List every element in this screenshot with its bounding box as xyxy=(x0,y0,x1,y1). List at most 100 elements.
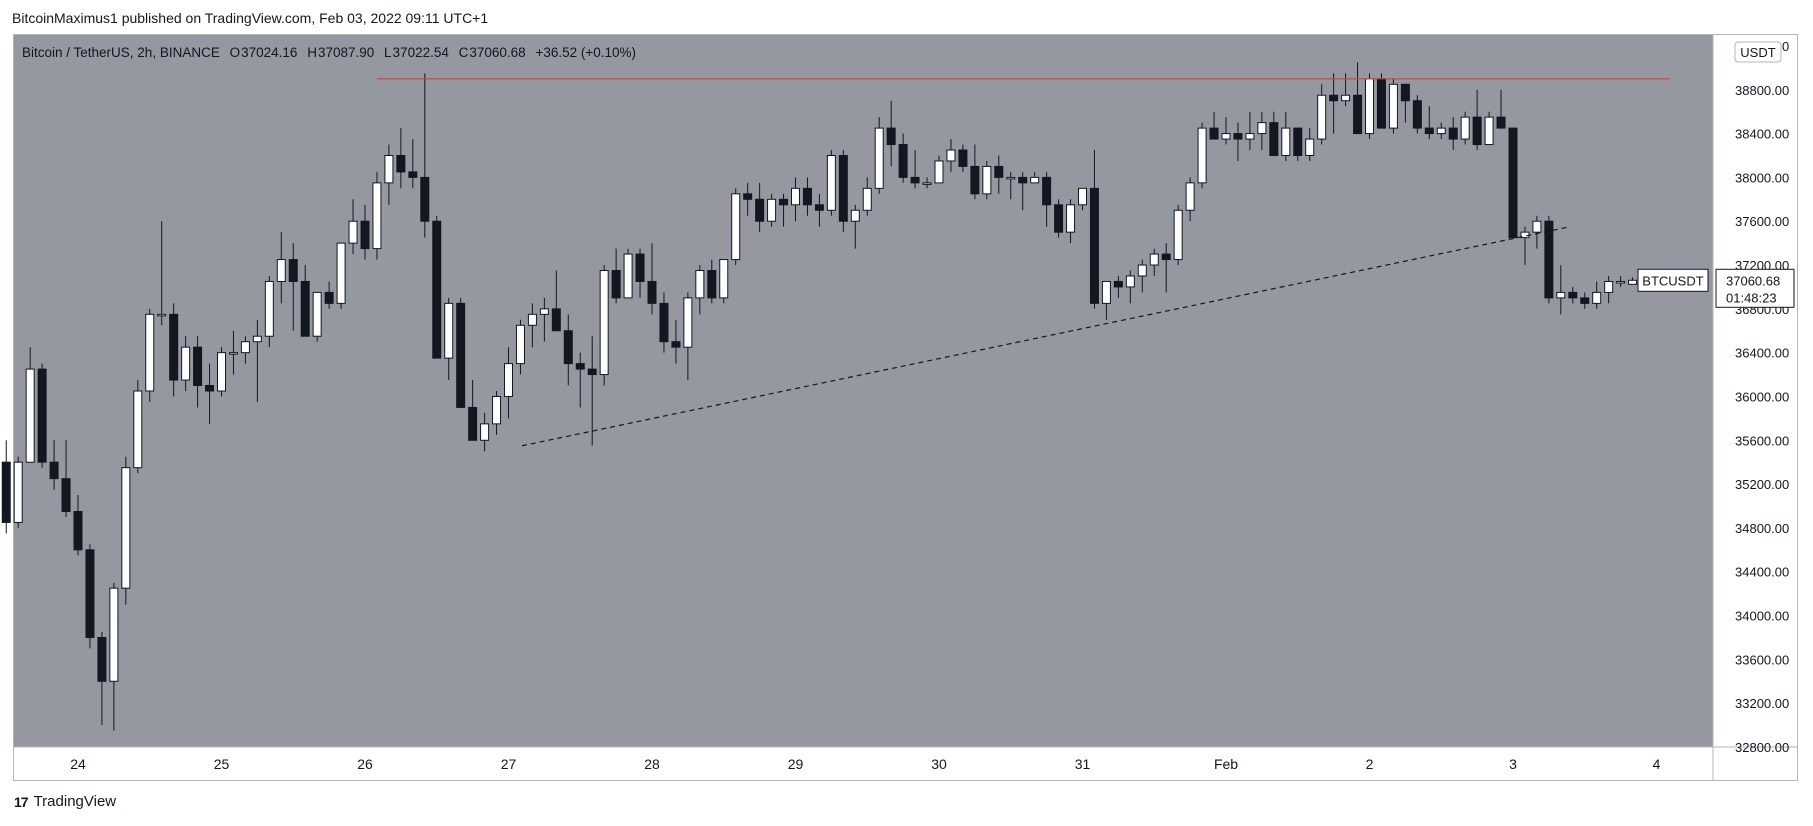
candle[interactable] xyxy=(109,582,119,731)
candle[interactable] xyxy=(826,150,836,216)
candle[interactable] xyxy=(791,177,800,222)
candle[interactable] xyxy=(850,204,860,249)
candle[interactable] xyxy=(49,440,59,490)
candle[interactable] xyxy=(946,139,956,172)
candle[interactable] xyxy=(1388,78,1398,134)
candle[interactable] xyxy=(1161,243,1171,293)
candle[interactable] xyxy=(456,297,466,408)
candle[interactable] xyxy=(659,292,669,353)
candle[interactable] xyxy=(1066,199,1076,244)
price-axis[interactable]: 39200.0038800.0038400.0038000.0037600.00… xyxy=(1735,39,1789,755)
candle[interactable] xyxy=(707,259,717,304)
candle[interactable] xyxy=(1054,199,1064,238)
candle[interactable] xyxy=(1257,111,1267,151)
candle[interactable] xyxy=(1472,89,1482,151)
candle[interactable] xyxy=(515,319,525,375)
candle[interactable] xyxy=(157,221,167,326)
candle[interactable] xyxy=(504,347,513,419)
candle[interactable] xyxy=(1101,280,1111,320)
candle[interactable] xyxy=(1209,111,1219,140)
candle[interactable] xyxy=(910,150,920,189)
candle[interactable] xyxy=(360,204,370,260)
candle[interactable] xyxy=(1197,122,1207,189)
candle[interactable] xyxy=(779,193,789,227)
candle[interactable] xyxy=(37,363,47,468)
candle[interactable] xyxy=(719,259,729,304)
candle[interactable] xyxy=(1018,171,1028,211)
candle[interactable] xyxy=(1568,286,1578,304)
candle[interactable] xyxy=(695,265,705,315)
candle[interactable] xyxy=(1436,122,1446,140)
candle[interactable] xyxy=(1460,111,1470,145)
candle[interactable] xyxy=(874,117,884,194)
candle[interactable] xyxy=(898,133,908,183)
candle[interactable] xyxy=(527,303,537,348)
candle[interactable] xyxy=(599,265,609,386)
candle[interactable] xyxy=(1245,111,1255,151)
candle[interactable] xyxy=(1544,215,1554,304)
candle[interactable] xyxy=(432,215,442,359)
candle[interactable] xyxy=(384,144,394,205)
candle[interactable] xyxy=(1269,111,1279,156)
candle[interactable] xyxy=(767,193,777,227)
candle[interactable] xyxy=(1113,275,1123,298)
candle[interactable] xyxy=(1125,270,1135,304)
legend-symbol[interactable]: Bitcoin / TetherUS, 2h, BINANCE xyxy=(22,45,220,60)
candle[interactable] xyxy=(1293,127,1303,161)
candle[interactable] xyxy=(312,291,322,342)
candle[interactable] xyxy=(1532,215,1542,249)
candle[interactable] xyxy=(1496,89,1506,129)
candle[interactable] xyxy=(743,182,753,216)
candle[interactable] xyxy=(1317,84,1327,145)
candle[interactable] xyxy=(264,275,274,348)
candle[interactable] xyxy=(982,160,992,200)
candle[interactable] xyxy=(970,144,980,200)
candle[interactable] xyxy=(1233,122,1243,161)
candle[interactable] xyxy=(1556,265,1566,315)
candle[interactable] xyxy=(420,73,430,238)
candle[interactable] xyxy=(1365,73,1374,140)
candle[interactable] xyxy=(492,391,502,435)
candle[interactable] xyxy=(611,248,621,304)
candle[interactable] xyxy=(587,336,597,446)
candle[interactable] xyxy=(1185,177,1195,222)
candle[interactable] xyxy=(862,177,872,216)
candle[interactable] xyxy=(1149,248,1159,276)
candle[interactable] xyxy=(1628,277,1638,285)
candle[interactable] xyxy=(396,128,406,189)
time-axis[interactable]: 24 25 26 27 28 29 30 31 Feb 2 3 4 xyxy=(70,756,1660,772)
candle[interactable] xyxy=(444,297,454,381)
candle[interactable] xyxy=(73,495,83,556)
candle[interactable] xyxy=(97,631,107,726)
candle[interactable] xyxy=(348,199,358,255)
candle[interactable] xyxy=(468,380,478,441)
candle[interactable] xyxy=(181,336,191,391)
candle[interactable] xyxy=(169,303,179,397)
candle[interactable] xyxy=(85,544,95,649)
candle[interactable] xyxy=(1137,259,1147,293)
candle[interactable] xyxy=(1580,292,1590,309)
candle[interactable] xyxy=(1042,171,1052,227)
candle[interactable] xyxy=(563,314,573,386)
candle[interactable] xyxy=(575,352,585,408)
candle[interactable] xyxy=(1448,117,1458,151)
candle[interactable] xyxy=(994,155,1004,194)
candle[interactable] xyxy=(205,363,215,424)
candle[interactable] xyxy=(1508,127,1518,239)
candle[interactable] xyxy=(1281,111,1291,161)
candle[interactable] xyxy=(1604,275,1614,304)
candle[interactable] xyxy=(276,232,286,304)
candle[interactable] xyxy=(1,440,11,534)
candle[interactable] xyxy=(336,242,346,309)
ascending-support-line[interactable] xyxy=(521,226,1571,447)
candle[interactable] xyxy=(1412,95,1422,134)
candle[interactable] xyxy=(731,188,741,266)
footer-brand[interactable]: 17 TradingView xyxy=(14,793,116,810)
candle[interactable] xyxy=(1173,204,1183,266)
candle[interactable] xyxy=(133,380,143,474)
candle[interactable] xyxy=(1376,73,1386,129)
candle[interactable] xyxy=(1030,171,1040,184)
candle[interactable] xyxy=(1616,275,1626,287)
candle[interactable] xyxy=(121,456,131,605)
